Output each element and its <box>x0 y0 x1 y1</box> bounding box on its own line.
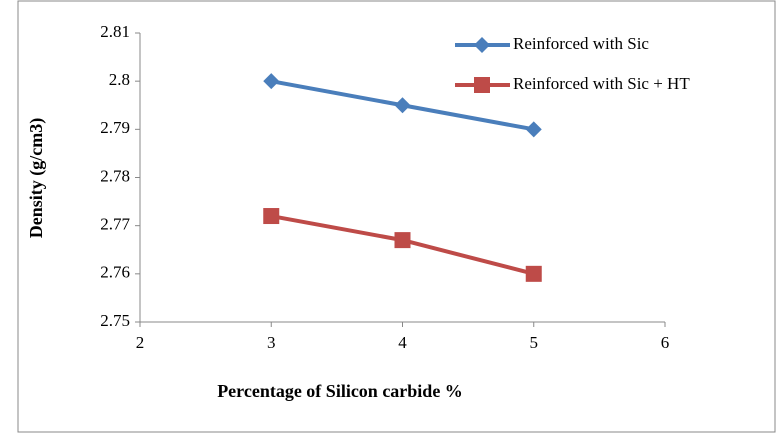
legend-label: Reinforced with Sic <box>513 34 649 53</box>
marker <box>525 121 542 138</box>
chart-frame <box>17 0 776 433</box>
x-tick-label: 3 <box>267 333 276 352</box>
legend-label: Reinforced with Sic + HT <box>513 74 690 93</box>
y-axis-title: Density (g/cm3) <box>26 118 47 238</box>
marker <box>394 97 411 114</box>
x-tick-label: 4 <box>398 333 407 352</box>
marker <box>263 208 280 225</box>
marker <box>394 232 411 249</box>
legend-marker <box>474 37 490 53</box>
x-tick-label: 2 <box>136 333 145 352</box>
y-tick-label: 2.75 <box>100 311 130 330</box>
x-tick-label: 6 <box>661 333 670 352</box>
marker <box>525 265 542 282</box>
y-tick-label: 2.77 <box>100 215 130 234</box>
marker <box>263 73 280 90</box>
y-tick-label: 2.81 <box>100 22 130 41</box>
y-tick-label: 2.8 <box>109 70 130 89</box>
x-axis-title: Percentage of Silicon carbide % <box>217 381 463 401</box>
x-tick-label: 5 <box>530 333 539 352</box>
legend-marker <box>474 77 490 93</box>
y-tick-label: 2.76 <box>100 263 130 282</box>
y-tick-label: 2.79 <box>100 118 130 137</box>
y-tick-label: 2.78 <box>100 166 130 185</box>
